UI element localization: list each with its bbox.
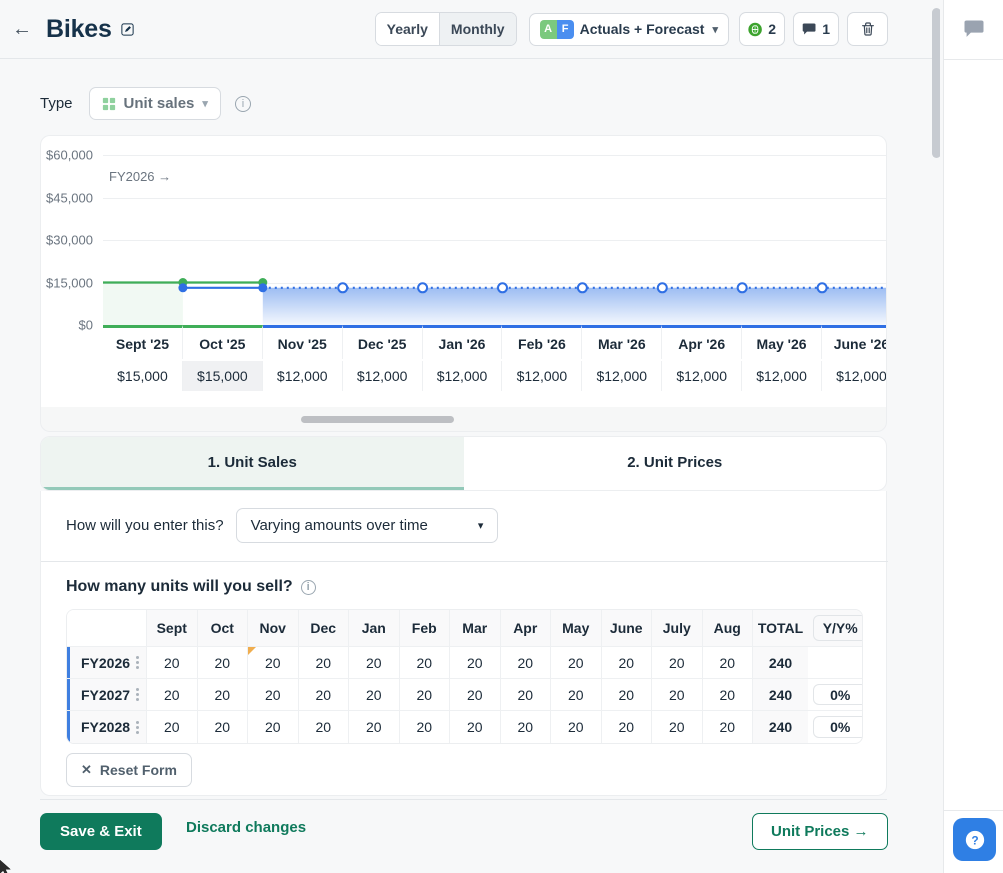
svg-text:?: ?	[971, 833, 978, 847]
